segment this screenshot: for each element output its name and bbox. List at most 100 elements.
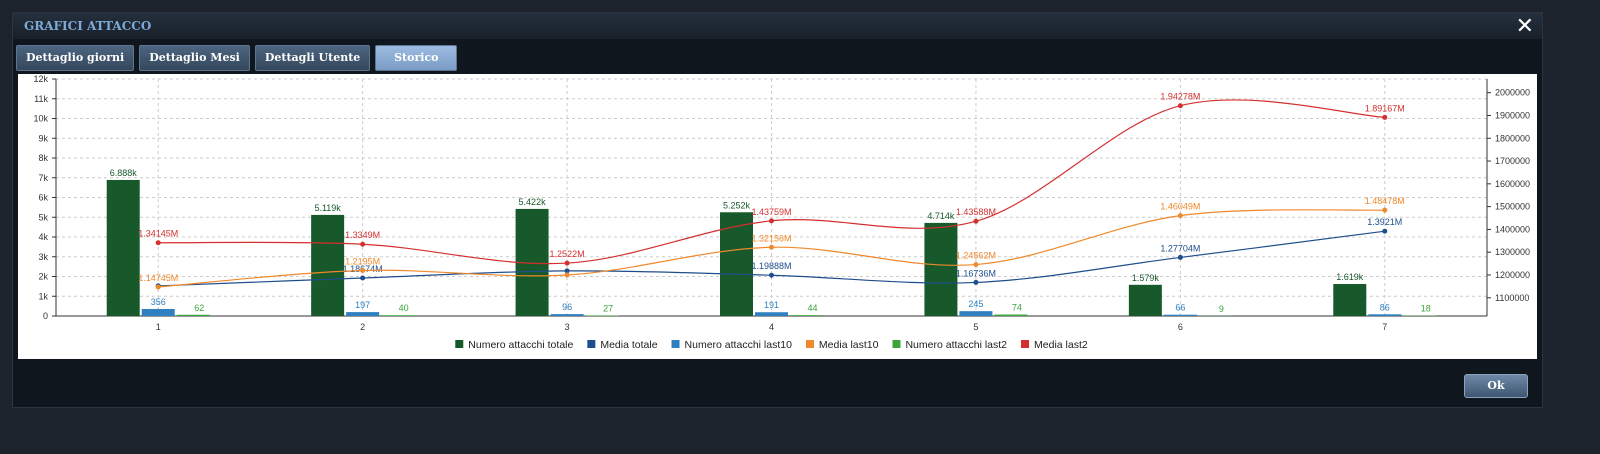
point (769, 244, 774, 250)
point (155, 284, 161, 290)
point (1382, 207, 1388, 213)
bar (346, 312, 380, 316)
data-label: 86 (1380, 302, 1390, 312)
data-label: 5.252k (723, 200, 751, 210)
data-label: 191 (764, 300, 779, 310)
data-label: 9 (1219, 304, 1224, 314)
data-label: 197 (355, 300, 370, 310)
legend-swatch (671, 340, 680, 348)
y2-tick-label: 1100000 (1495, 293, 1529, 303)
bar (720, 212, 753, 316)
legend: Numero attacchi totale Media totale Numero… (455, 339, 1088, 351)
data-label: 1.16736M (956, 268, 996, 278)
legend-label: Media totale (600, 339, 657, 351)
chart-area: 0 1k 2k 3k 4k 5k 6k 7k 8k 9k 10k 11k 12k 1100000 12000… (18, 74, 1537, 359)
bar (1333, 284, 1367, 316)
tab[interactable]: Dettagli Utente (254, 45, 371, 71)
tab[interactable]: Dettaglio giorni (16, 45, 135, 71)
data-label: 44 (807, 303, 817, 313)
y-tick-label: 3k (38, 252, 48, 262)
data-label: 1.32156M (751, 233, 791, 243)
data-label: 62 (194, 303, 204, 313)
modal: GRAFICI ATTACCO ✕ Dettaglio giorni Detta… (12, 12, 1543, 408)
point (1177, 254, 1183, 260)
bar (790, 315, 823, 316)
point (564, 260, 570, 266)
x-tick-label: 2 (360, 322, 365, 332)
data-label: 5.422k (519, 197, 547, 207)
bar (1128, 284, 1162, 316)
y2-tick-label: 2000000 (1495, 88, 1530, 98)
data-label: 1.89167M (1365, 103, 1405, 113)
point (973, 262, 979, 268)
bar (106, 179, 140, 316)
point (1177, 103, 1183, 109)
legend-swatch (455, 340, 464, 348)
y-tick-label: 4k (38, 232, 48, 242)
y-tick-label: 9k (38, 133, 48, 143)
x-tick-label: 4 (769, 322, 774, 332)
y2-tick-label: 1900000 (1495, 110, 1530, 120)
data-label: 18 (1421, 304, 1431, 314)
y-tick-label: 10k (33, 114, 48, 124)
x-tick-label: 7 (1382, 322, 1387, 332)
tab[interactable]: Dettaglio Mesi (139, 45, 250, 71)
y-tick-label: 5k (38, 212, 48, 222)
point (1177, 213, 1183, 219)
point (360, 268, 366, 274)
legend-label: Numero attacchi totale (468, 339, 573, 351)
bar (381, 315, 415, 316)
point (360, 275, 366, 281)
y-tick-label: 6k (38, 193, 48, 203)
data-label: 1.24562M (956, 251, 996, 261)
y2-tick-label: 1600000 (1495, 179, 1530, 189)
legend-label: Numero attacchi last10 (685, 339, 793, 351)
data-label: 1.579k (1132, 273, 1160, 283)
point (564, 268, 570, 274)
y2-tick-label: 1200000 (1495, 270, 1530, 280)
y-tick-label: 1k (38, 291, 48, 301)
data-label: 1.46049M (1160, 202, 1200, 212)
data-label: 4.714k (927, 211, 955, 221)
bar (755, 312, 788, 316)
point (360, 241, 366, 247)
tab[interactable]: Storico (375, 45, 458, 71)
y-tick-label: 7k (38, 173, 48, 183)
data-label: 1.43759M (751, 207, 791, 217)
y-tick-label: 0 (43, 311, 48, 321)
bar (1163, 314, 1197, 316)
legend-label: Numero attacchi last2 (905, 339, 1007, 351)
point (155, 240, 161, 246)
data-label: 1.14745M (138, 273, 178, 283)
data-label: 74 (1012, 303, 1022, 313)
data-label: 356 (151, 297, 166, 307)
bar (1368, 314, 1402, 316)
data-label: 1.2522M (550, 249, 585, 259)
y2-tick-label: 1800000 (1495, 133, 1530, 143)
data-label: 27 (603, 303, 613, 313)
ok-button[interactable]: Ok (1464, 374, 1528, 398)
legend-swatch (805, 340, 814, 348)
point (769, 272, 774, 278)
data-label: 1.19888M (751, 261, 791, 271)
x-tick-label: 5 (973, 322, 978, 332)
legend-label: Media last2 (1034, 339, 1088, 351)
data-label: 1.34145M (138, 229, 178, 239)
modal-title: GRAFICI ATTACCO (24, 19, 152, 33)
data-label: 1.3921M (1367, 217, 1402, 227)
data-label: 1.2195M (345, 257, 380, 267)
legend-label: Media last10 (819, 339, 879, 351)
bar (585, 315, 619, 316)
legend-swatch (892, 340, 901, 348)
data-label: 1.27704M (1160, 243, 1200, 253)
bar (959, 311, 993, 316)
y2-tick-label: 1300000 (1495, 247, 1530, 257)
point (1382, 114, 1388, 120)
data-label: 96 (562, 302, 572, 312)
bar (994, 314, 1028, 316)
point (1382, 228, 1388, 234)
y2-tick-label: 1400000 (1495, 224, 1530, 234)
point (564, 272, 570, 278)
close-button[interactable]: ✕ (1515, 14, 1534, 39)
bar (141, 308, 175, 316)
